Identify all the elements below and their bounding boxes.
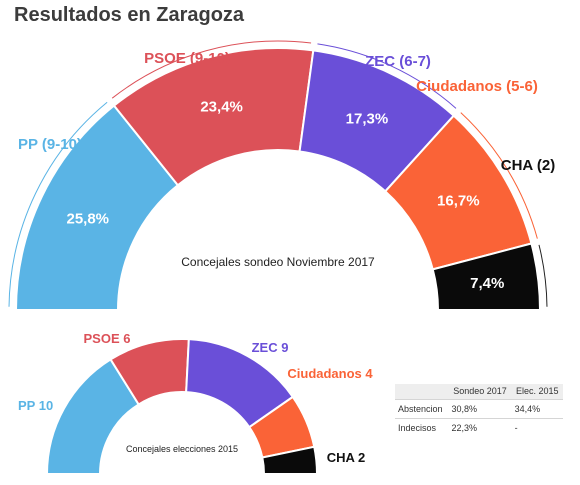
small-seat-label-psoe: PSOE 6 <box>84 331 131 346</box>
table-cell: 30,8% <box>448 399 512 419</box>
small-seat-label-zec: ZEC 9 <box>252 340 289 355</box>
main-seat-label-pp: PP (9-10) <box>18 136 82 153</box>
small-seat-label-ciudadanos: Ciudadanos 4 <box>287 366 373 381</box>
main-bracket-cha <box>538 244 548 307</box>
table-cell: - <box>511 418 563 437</box>
table-cell: Abstencion <box>395 399 449 419</box>
main-bracket-pp <box>8 101 108 307</box>
main-value-label-cha: 7,4% <box>470 275 504 292</box>
table-header-sondeo: Sondeo 2017 <box>448 384 512 400</box>
main-value-label-ciudadanos: 16,7% <box>437 192 480 209</box>
small-chart-subtitle: Concejales elecciones 2015 <box>126 444 238 454</box>
table-header-elec: Elec. 2015 <box>511 384 563 400</box>
main-seat-label-ciudadanos: Ciudadanos (5-6) <box>416 78 538 95</box>
main-chart-subtitle: Concejales sondeo Noviembre 2017 <box>181 255 375 269</box>
table-row: Indecisos 22,3% - <box>395 418 563 437</box>
table-cell: 34,4% <box>511 399 563 419</box>
main-seat-label-psoe: PSOE (9-10) <box>144 50 230 67</box>
main-bracket-ciudadanos <box>460 112 538 239</box>
turnout-table: Sondeo 2017 Elec. 2015 Abstencion 30,8% … <box>395 384 563 437</box>
main-value-label-zec: 17,3% <box>346 111 389 128</box>
main-seat-label-zec: ZEC (6-7) <box>365 53 431 70</box>
main-value-label-pp: 25,8% <box>66 211 109 228</box>
main-value-label-psoe: 23,4% <box>200 99 243 116</box>
main-bracket-zec <box>317 43 457 109</box>
page-title: Resultados en Zaragoza <box>14 4 245 26</box>
main-slice-cha <box>431 242 542 311</box>
small-seat-label-pp: PP 10 <box>18 398 53 413</box>
table-row: Abstencion 30,8% 34,4% <box>395 399 563 419</box>
table-header-empty <box>395 384 449 400</box>
table-cell: 22,3% <box>448 418 512 437</box>
main-seat-label-cha: CHA (2) <box>501 157 555 174</box>
main-bracket-psoe <box>111 40 312 99</box>
small-slice-cha <box>261 445 319 475</box>
table-cell: Indecisos <box>395 418 449 437</box>
small-seat-label-cha: CHA 2 <box>327 450 366 465</box>
table-header-row: Sondeo 2017 Elec. 2015 <box>395 384 563 400</box>
